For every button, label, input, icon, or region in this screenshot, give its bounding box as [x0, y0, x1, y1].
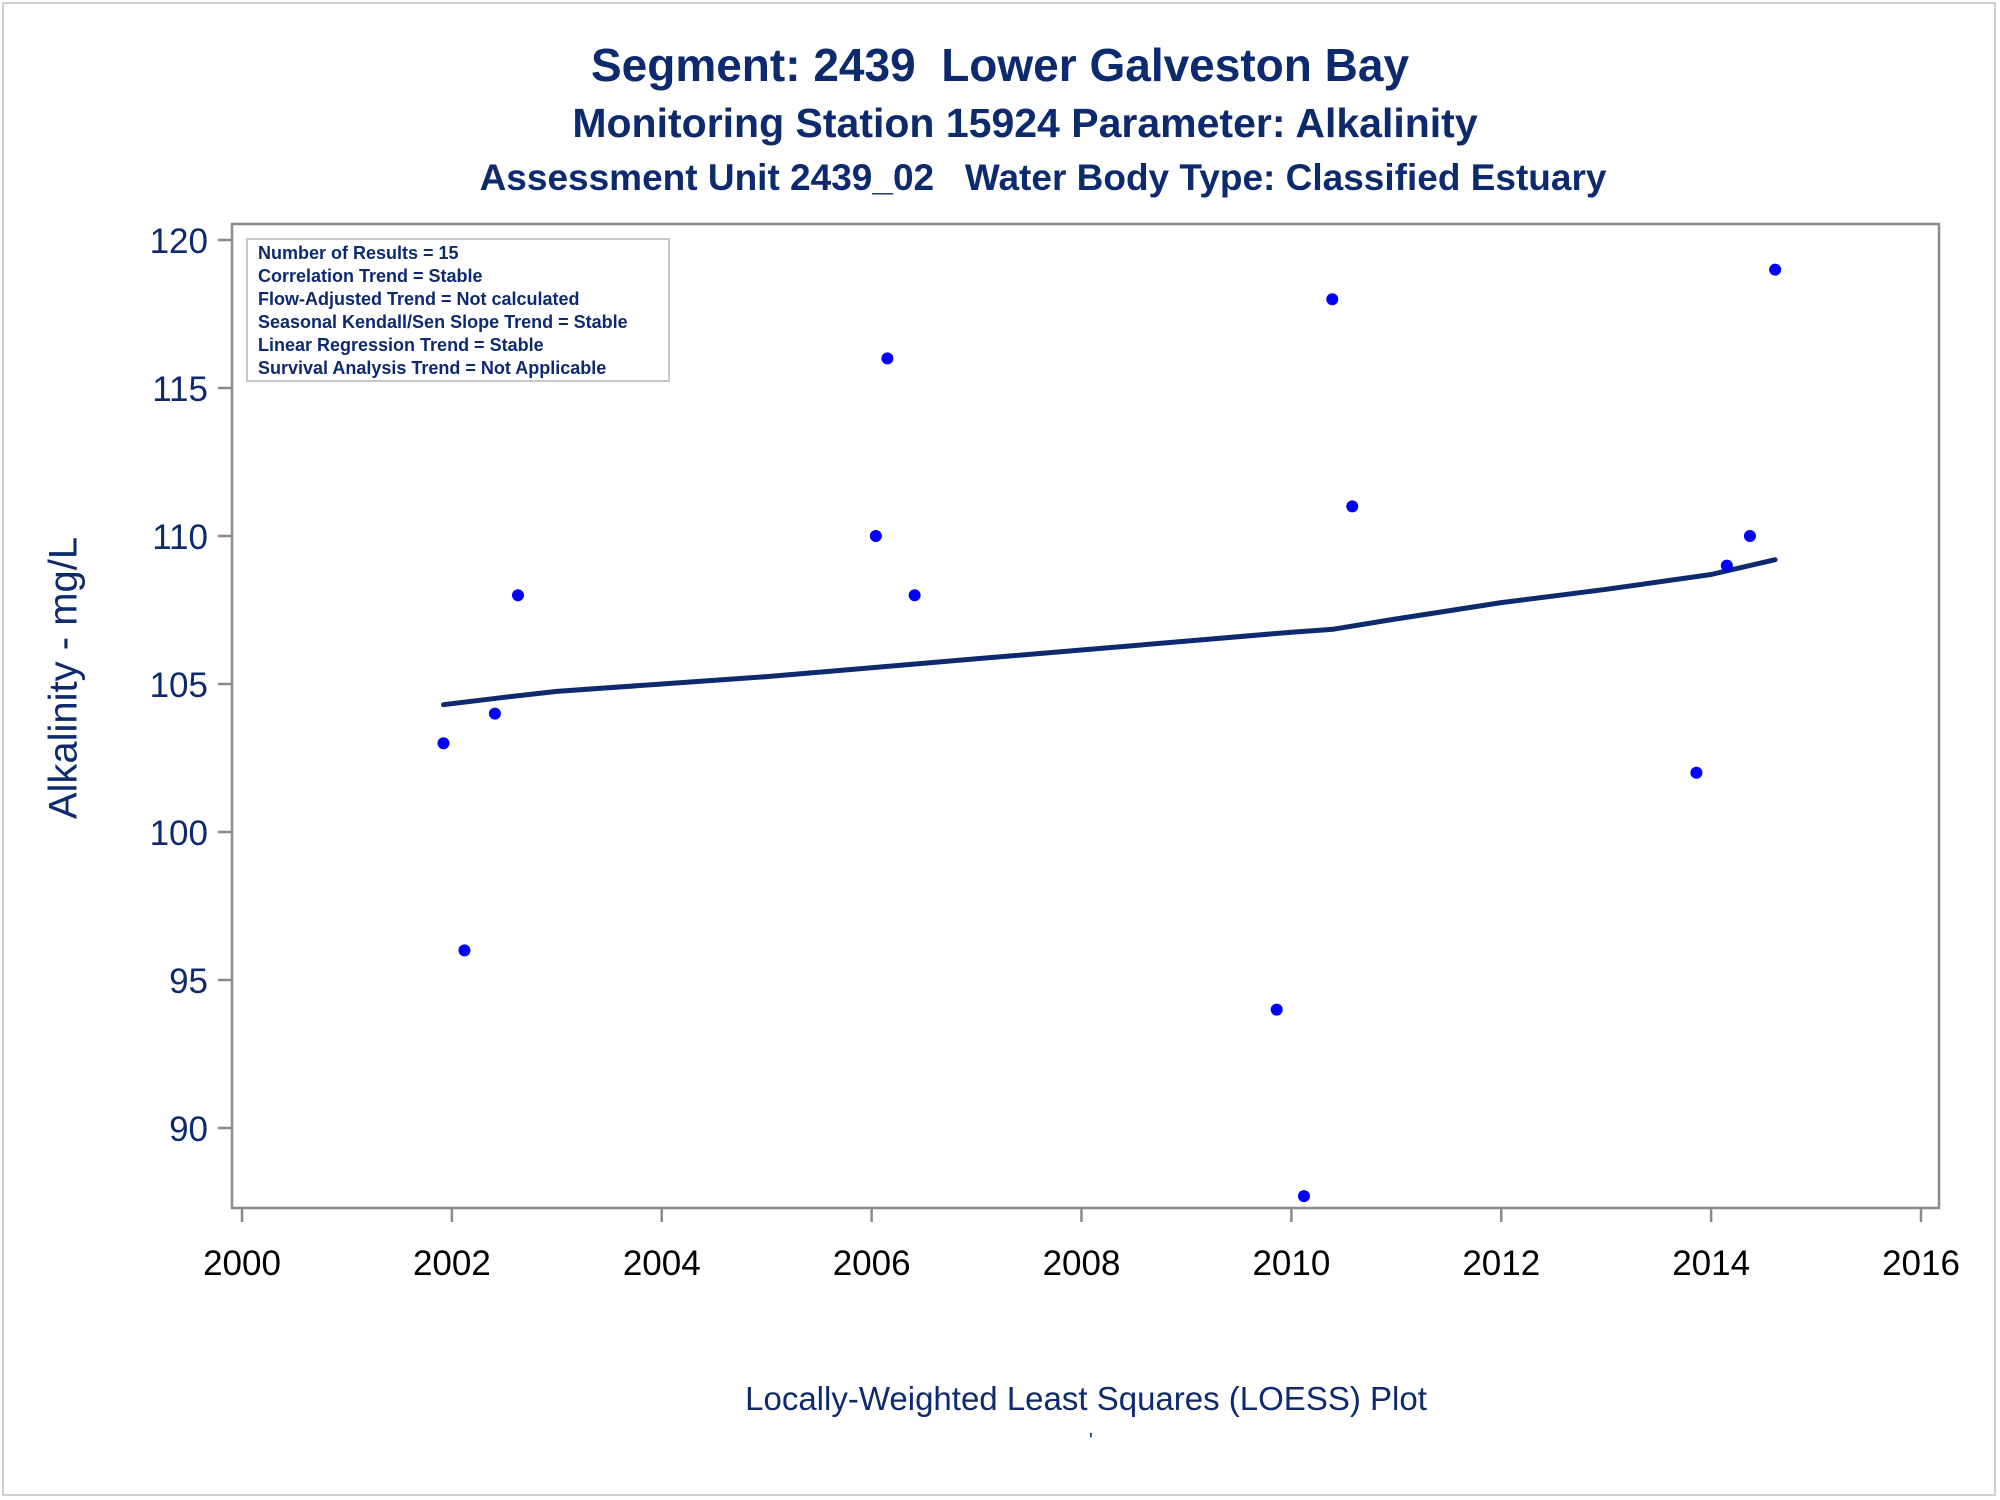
x-tick-label: 2014: [1672, 1244, 1750, 1283]
data-point: [458, 944, 471, 957]
x-tick-label: 2012: [1462, 1244, 1540, 1283]
data-point: [1297, 1190, 1310, 1203]
y-tick-label: 95: [169, 962, 208, 1001]
x-axis-label: Locally-Weighted Least Squares (LOESS) P…: [745, 1380, 1427, 1417]
data-point: [881, 352, 894, 365]
footer-mark: ': [1089, 1430, 1093, 1452]
chart-subtitle: Monitoring Station 15924 Parameter: Alka…: [572, 100, 1478, 146]
stats-line: Number of Results = 15: [258, 243, 459, 263]
data-point: [908, 589, 921, 602]
stats-line: Survival Analysis Trend = Not Applicable: [258, 358, 606, 378]
stats-line: Flow-Adjusted Trend = Not calculated: [258, 289, 580, 309]
y-tick-label: 105: [150, 666, 208, 705]
data-point: [869, 530, 882, 542]
y-tick-label: 100: [150, 814, 208, 853]
y-tick-label: 120: [150, 222, 208, 261]
x-tick-label: 2006: [833, 1244, 911, 1283]
stats-line: Seasonal Kendall/Sen Slope Trend = Stabl…: [258, 312, 628, 332]
stats-line: Linear Regression Trend = Stable: [258, 335, 544, 355]
x-tick-label: 2016: [1882, 1244, 1960, 1283]
data-point: [1720, 559, 1733, 572]
chart-subtitle-2: Assessment Unit 2439_02 Water Body Type:…: [479, 157, 1607, 198]
stats-line: Correlation Trend = Stable: [258, 266, 483, 286]
x-tick-label: 2004: [623, 1244, 701, 1283]
data-point: [1270, 1003, 1283, 1016]
data-point: [1690, 766, 1703, 779]
stats-box: [246, 238, 670, 382]
x-tick-label: 2002: [413, 1244, 491, 1283]
chart-title: Segment: 2439 Lower Galveston Bay: [590, 39, 1410, 91]
plot-area-border: [230, 222, 1941, 1210]
x-tick-label: 2008: [1043, 1244, 1121, 1283]
y-tick-label: 110: [152, 518, 208, 557]
x-tick-label: 2000: [203, 1244, 281, 1283]
y-tick-label: 115: [152, 370, 208, 409]
x-tick-label: 2010: [1252, 1244, 1330, 1283]
data-point: [1346, 500, 1359, 513]
data-point: [437, 737, 450, 750]
data-point: [1743, 530, 1756, 542]
data-point: [1769, 263, 1782, 276]
loess-line: [441, 557, 1778, 708]
y-tick-label: 90: [169, 1110, 208, 1149]
data-point: [488, 707, 501, 720]
data-point: [511, 589, 524, 602]
data-point: [1326, 293, 1339, 306]
